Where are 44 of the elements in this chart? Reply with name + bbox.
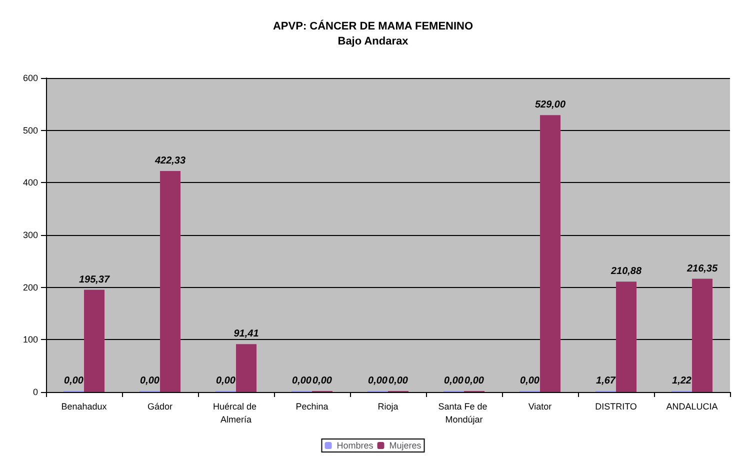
legend-label: Mujeres: [389, 440, 422, 450]
data-label: 216,35: [686, 263, 718, 274]
data-label: 0,00: [216, 376, 236, 386]
data-label: 210,88: [610, 266, 642, 278]
bar: [692, 278, 713, 392]
x-tick-label: DISTRITO: [595, 402, 637, 412]
chart-subtitle: Bajo Andarax: [338, 36, 410, 48]
data-label: 0,00: [388, 376, 408, 386]
x-tick-label: Rioja: [378, 402, 398, 412]
bar: [616, 282, 637, 392]
y-tick-label: 200: [22, 282, 38, 292]
y-tick-label: 300: [22, 230, 38, 240]
data-label: 0,00: [520, 376, 540, 386]
legend-label: Hombres: [336, 440, 374, 450]
y-tick-label: 100: [22, 334, 38, 345]
bar: [160, 170, 181, 392]
data-label: 0,00: [140, 376, 160, 386]
data-label: 0,00: [64, 376, 84, 386]
bar: [540, 115, 561, 392]
data-label: 1,22: [672, 376, 692, 386]
y-tick-label: 500: [22, 125, 38, 136]
chart-title: APVP: CÁNCER DE MAMA FEMENINO: [272, 20, 474, 32]
y-tick-label: 600: [22, 73, 38, 83]
bar: [84, 290, 105, 392]
x-tick-label: Pechina: [296, 402, 328, 412]
data-label: 529,00: [534, 100, 566, 111]
data-label: 0,00: [464, 376, 484, 386]
x-tick-label: Santa Fe de Mondújar: [438, 402, 490, 424]
x-tick-label: Huércal de Almería: [212, 402, 260, 424]
data-label: 195,37: [78, 274, 110, 286]
x-tick-label: Gádor: [147, 402, 173, 412]
data-label: 1,67: [596, 376, 616, 386]
data-label: 0,00: [444, 376, 464, 386]
data-label: 0,00: [312, 376, 332, 386]
data-label: 0,00: [368, 376, 388, 386]
y-tick-label: 400: [22, 178, 38, 188]
x-tick-label: ANDALUCIA: [666, 402, 718, 412]
data-label: 422,33: [154, 155, 186, 166]
y-tick-label: 0: [32, 387, 38, 397]
data-label: 91,41: [234, 328, 260, 340]
data-label: 0,00: [292, 376, 312, 386]
x-tick-label: Benahadux: [61, 402, 108, 412]
x-tick-label: Viator: [528, 402, 552, 412]
bar: [236, 344, 257, 392]
